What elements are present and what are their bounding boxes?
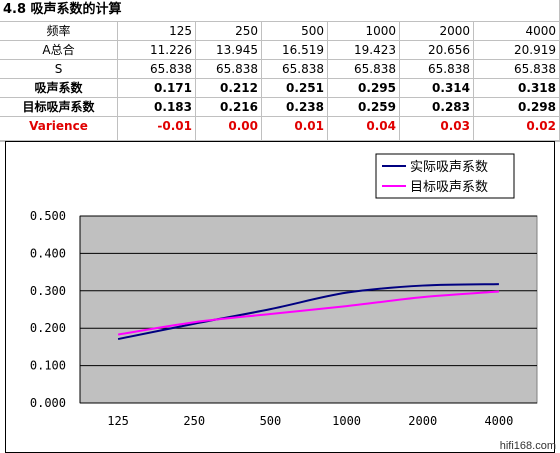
y-tick-label: 0.300	[30, 284, 66, 298]
legend-label: 实际吸声系数	[410, 160, 488, 175]
frequency-header-cell[interactable]: 1000	[328, 22, 400, 41]
row-label-cell[interactable]: 目标吸声系数	[0, 98, 118, 117]
data-cell[interactable]: 13.945	[196, 41, 262, 60]
data-cell[interactable]: 0.01	[262, 117, 328, 141]
data-cell[interactable]: 0.212	[196, 79, 262, 98]
data-cell[interactable]: 0.00	[196, 117, 262, 141]
row-label-cell[interactable]: 吸声系数	[0, 79, 118, 98]
data-cell[interactable]: 65.838	[262, 60, 328, 79]
y-tick-label: 0.000	[30, 396, 66, 410]
sheet-title[interactable]: 4.8 吸声系数的计算	[0, 0, 560, 22]
x-tick-label: 2000	[408, 414, 437, 428]
data-cell[interactable]: 0.216	[196, 98, 262, 117]
x-tick-label: 250	[183, 414, 205, 428]
row-label-cell[interactable]: S	[0, 60, 118, 79]
watermark: hifi168.com	[499, 440, 556, 452]
data-cell[interactable]: 0.04	[328, 117, 400, 141]
data-cell[interactable]: -0.01	[118, 117, 196, 141]
data-cell[interactable]: 0.183	[118, 98, 196, 117]
data-cell[interactable]: 20.919	[474, 41, 560, 60]
row-label-cell[interactable]: Varience	[0, 117, 118, 141]
data-cell[interactable]: 19.423	[328, 41, 400, 60]
data-cell[interactable]: 0.171	[118, 79, 196, 98]
y-tick-label: 0.100	[30, 359, 66, 373]
data-cell[interactable]: 0.295	[328, 79, 400, 98]
header-label-cell[interactable]: 频率	[0, 22, 118, 41]
data-cell[interactable]: 65.838	[196, 60, 262, 79]
data-cell[interactable]: 65.838	[118, 60, 196, 79]
data-cell[interactable]: 16.519	[262, 41, 328, 60]
frequency-header-cell[interactable]: 125	[118, 22, 196, 41]
data-cell[interactable]: 65.838	[400, 60, 474, 79]
frequency-header-cell[interactable]: 250	[196, 22, 262, 41]
data-cell[interactable]: 0.314	[400, 79, 474, 98]
data-cell[interactable]: 0.251	[262, 79, 328, 98]
y-tick-label: 0.400	[30, 246, 66, 260]
legend-box	[375, 153, 515, 199]
x-tick-label: 125	[107, 414, 129, 428]
series-line-2	[117, 290, 499, 336]
line-chart: 0.000 0.100 0.200 0.300 0.400 0.500 125 250 500 1…	[30, 153, 538, 428]
data-cell[interactable]: 20.656	[400, 41, 474, 60]
series-line-1	[117, 283, 499, 341]
data-cell[interactable]: 0.283	[400, 98, 474, 117]
y-tick-label: 0.200	[30, 321, 66, 335]
x-tick-label: 4000	[484, 414, 513, 428]
legend-label: 目标吸声系数	[410, 180, 488, 195]
frequency-header-cell[interactable]: 4000	[474, 22, 560, 41]
data-cell[interactable]: 0.03	[400, 117, 474, 141]
frequency-header-cell[interactable]: 2000	[400, 22, 474, 41]
frequency-header-cell[interactable]: 500	[262, 22, 328, 41]
x-tick-label: 1000	[332, 414, 361, 428]
data-cell[interactable]: 0.02	[474, 117, 560, 141]
data-cell[interactable]: 0.259	[328, 98, 400, 117]
data-cell[interactable]: 11.226	[118, 41, 196, 60]
data-cell[interactable]: 0.318	[474, 79, 560, 98]
row-label-cell[interactable]: A总合	[0, 41, 118, 60]
x-tick-label: 500	[260, 414, 282, 428]
data-cell[interactable]: 0.238	[262, 98, 328, 117]
data-cell[interactable]: 65.838	[474, 60, 560, 79]
chart-object[interactable]: 0.000 0.100 0.200 0.300 0.400 0.500 125 250 500 1…	[5, 141, 555, 453]
y-tick-label: 0.500	[30, 209, 66, 223]
data-cell[interactable]: 65.838	[328, 60, 400, 79]
data-cell[interactable]: 0.298	[474, 98, 560, 117]
